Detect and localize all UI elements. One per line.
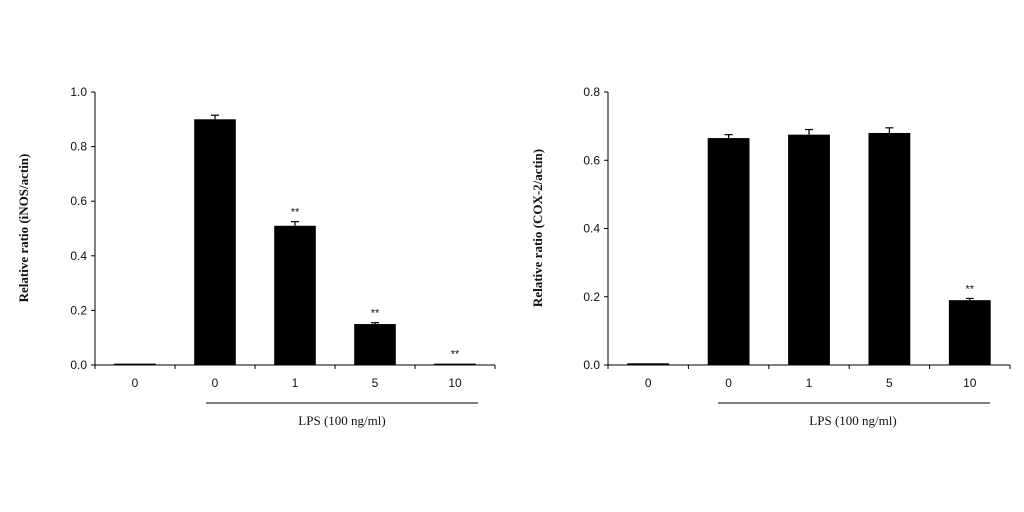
inos-significance-label: ** [451,349,460,361]
cox2-y-tick-label: 0.6 [583,153,600,167]
inos-y-tick-label: 0.2 [70,303,87,317]
cox2-group-label: LPS (100 ng/ml) [809,413,896,428]
inos-y-tick-label: 1.0 [70,85,87,99]
inos-group-label: LPS (100 ng/ml) [298,413,385,428]
cox2-bar [627,363,670,365]
inos-y-axis-label: Relative ratio (iNOS/actin) [16,154,31,303]
inos-bar [434,363,476,365]
cox2-significance-label: ** [966,283,975,295]
inos-y-tick-label: 0.8 [70,140,87,154]
cox2-bar [948,300,991,365]
cox2-x-tick-label: 0 [645,376,652,390]
inos-significance-label: ** [291,207,300,219]
inos-bar [114,363,156,365]
inos-bar [354,324,396,365]
cox2-bar [707,138,750,365]
inos-x-tick-label: 0 [132,376,139,390]
cox2-x-tick-label: 10 [963,376,977,390]
inos-x-tick-label: 1 [292,376,299,390]
cox2-chart: Relative ratio (COX-2/actin) LPS (100 ng… [530,85,1011,428]
cox2-x-tick-label: 5 [886,376,893,390]
cox2-y-tick-label: 0.4 [583,222,600,236]
cox2-y-tick-label: 0.2 [583,290,600,304]
inos-y-tick-label: 0.6 [70,194,87,208]
cox2-y-tick-label: 0.8 [583,85,600,99]
inos-significance-label: ** [371,308,380,320]
cox2-x-tick-label: 0 [725,376,732,390]
inos-x-tick-label: 0 [212,376,219,390]
cox2-bar [788,134,830,365]
cox2-y-tick-label: 0.0 [583,358,600,372]
inos-bar [194,119,236,365]
cox2-y-axis-label: Relative ratio (COX-2/actin) [530,149,545,307]
inos-chart: Relative ratio (iNOS/actin) LPS (100 ng/… [16,85,496,428]
inos-bar [274,225,316,365]
inos-y-tick-label: 0.4 [70,249,87,263]
inos-x-tick-label: 10 [448,376,462,390]
cox2-bar [868,132,911,365]
inos-y-tick-label: 0.0 [70,358,87,372]
cox2-x-tick-label: 1 [806,376,813,390]
inos-x-tick-label: 5 [372,376,379,390]
